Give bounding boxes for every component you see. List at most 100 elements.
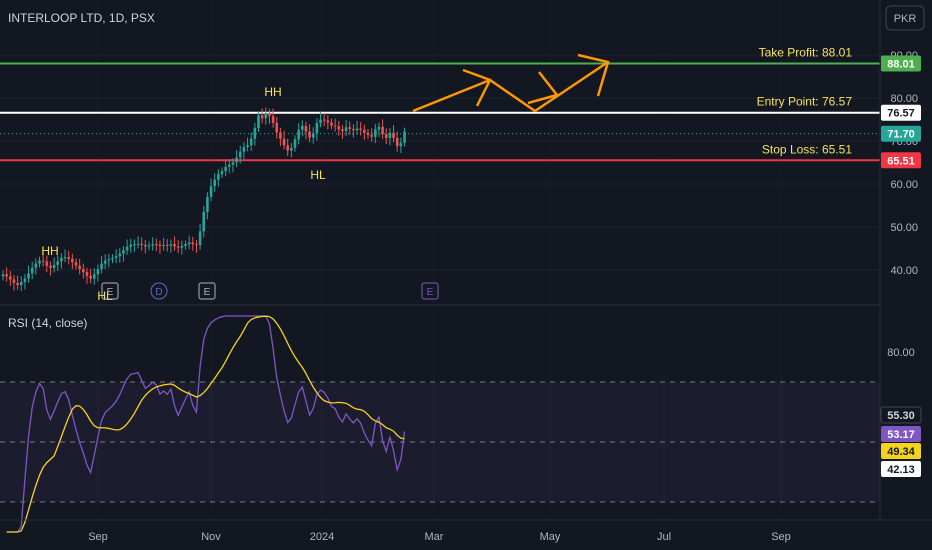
candle: [144, 245, 147, 247]
candle: [217, 174, 220, 180]
candle: [151, 244, 154, 246]
candle: [45, 261, 49, 266]
last-price-badge: [881, 125, 921, 142]
candle: [282, 138, 286, 146]
rsi-line: [6, 315, 406, 533]
event-marker-label-3: E: [427, 287, 434, 298]
candle: [114, 256, 118, 258]
candle: [366, 132, 370, 135]
projection-path[interactable]: [412, 60, 609, 113]
rsi-pane[interactable]: [0, 315, 880, 533]
candle: [359, 128, 362, 130]
candle: [122, 250, 125, 254]
last-price-badge-text: 71.70: [887, 129, 915, 141]
candle: [355, 128, 359, 131]
candle: [395, 137, 399, 147]
time-tick-label: Nov: [201, 531, 221, 543]
level-badge-text-2: 65.51: [887, 155, 915, 167]
candle: [92, 274, 96, 279]
candle: [60, 257, 63, 262]
swing-annotation-3: HL: [310, 168, 326, 182]
time-tick-label: 2024: [310, 531, 334, 543]
candle: [308, 131, 311, 138]
candle: [5, 274, 8, 277]
candle: [209, 186, 213, 197]
price-tick-label: 50.00: [890, 222, 918, 234]
candle: [74, 262, 78, 266]
candle: [133, 244, 136, 246]
event-marker-3[interactable]: [421, 282, 439, 300]
candle: [96, 269, 100, 275]
candle: [253, 128, 257, 139]
projection-arrowhead-3: [577, 53, 610, 97]
currency-button[interactable]: PKR: [885, 5, 925, 31]
candle: [392, 132, 395, 138]
event-marker-2[interactable]: [198, 282, 216, 300]
event-marker-0[interactable]: [101, 282, 119, 300]
swing-annotation-1: HH: [264, 85, 281, 99]
candle: [213, 179, 216, 187]
swing-annotation-0: HH: [41, 244, 58, 258]
candle: [271, 116, 275, 123]
level-label-0: Take Profit: 88.01: [759, 46, 853, 60]
event-marker-label-2: E: [204, 287, 211, 298]
candle: [264, 113, 268, 119]
candle: [1, 274, 5, 277]
candle: [290, 147, 293, 151]
event-marker-label-1: D: [155, 287, 162, 298]
candle: [165, 245, 169, 247]
candle: [341, 129, 344, 132]
level-badge-text-0: 88.01: [887, 59, 915, 71]
rsi-axis-badge: [881, 426, 921, 442]
time-tick-label: May: [540, 531, 561, 543]
candle: [249, 138, 253, 146]
candle: [176, 246, 180, 248]
candle: [275, 122, 279, 133]
candle: [82, 269, 85, 273]
rsi-axis-label: 55.30: [887, 410, 915, 422]
candle: [118, 253, 122, 257]
candle: [198, 231, 202, 246]
candle: [111, 257, 114, 260]
candle: [56, 261, 60, 265]
candle: [315, 122, 319, 134]
candle: [12, 279, 16, 283]
candle: [384, 134, 388, 138]
currency-label: PKR: [894, 13, 917, 25]
candle: [238, 151, 242, 158]
candle: [162, 245, 165, 247]
rsi-axis-label: 42.13: [887, 464, 915, 476]
candle: [279, 132, 282, 139]
candle: [301, 125, 304, 130]
event-marker-1[interactable]: [150, 282, 168, 300]
level-badge-1: [881, 104, 921, 121]
candle: [220, 171, 224, 175]
event-marker-label-0: E: [107, 287, 114, 298]
candle: [337, 126, 341, 130]
candle: [235, 157, 238, 163]
candle: [125, 246, 129, 251]
rsi-axis-badge: [880, 406, 922, 424]
level-badge-text-1: 76.57: [887, 108, 915, 120]
time-axis: Sep Nov 2024 Mar May Jul Sep: [88, 531, 791, 543]
candle: [388, 132, 392, 138]
rsi-ma-line: [6, 315, 405, 533]
price-pane[interactable]: Take Profit: 88.01 Entry Point: 76.57 Stop…: [0, 0, 880, 520]
candle: [9, 276, 12, 280]
level-label-2: Stop Loss: 65.51: [762, 142, 852, 156]
candle: [52, 264, 56, 268]
rsi-axis-badge: [881, 443, 921, 459]
rsi-title: RSI (14, close): [8, 316, 87, 330]
candle: [140, 243, 143, 246]
rsi-axis-label: 53.17: [887, 429, 915, 441]
time-tick-label: Mar: [425, 531, 444, 543]
candle: [231, 162, 235, 165]
candle: [268, 113, 271, 117]
candle: [187, 242, 191, 245]
candle: [370, 134, 373, 137]
projection-arrowhead-1: [462, 68, 492, 107]
candle: [89, 276, 92, 279]
candle: [34, 263, 38, 268]
candle: [286, 145, 289, 151]
